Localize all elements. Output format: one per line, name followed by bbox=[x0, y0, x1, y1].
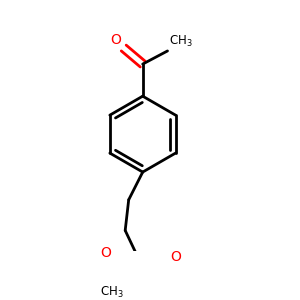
Text: CH$_3$: CH$_3$ bbox=[100, 284, 124, 299]
Text: CH$_3$: CH$_3$ bbox=[169, 34, 193, 50]
Text: O: O bbox=[110, 33, 121, 46]
Text: O: O bbox=[170, 250, 181, 264]
Text: O: O bbox=[100, 246, 111, 260]
